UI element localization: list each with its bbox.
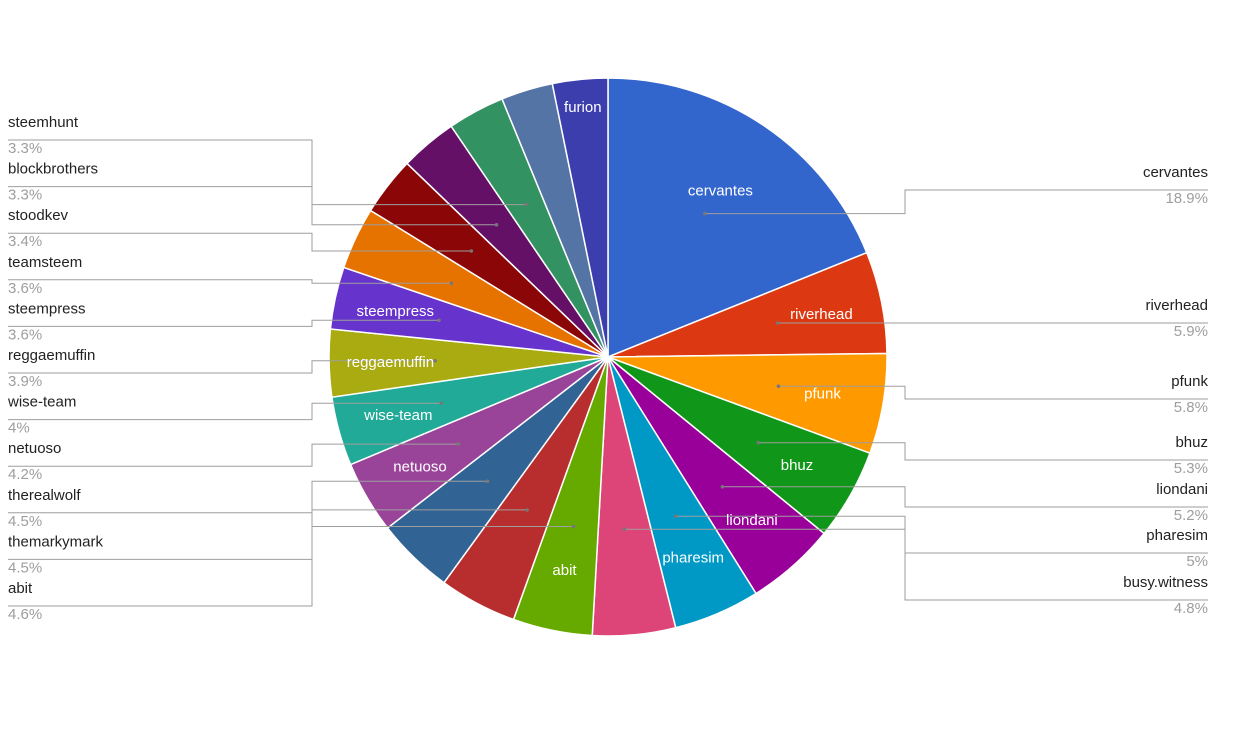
leader-line-steemhunt bbox=[8, 139, 527, 206]
leader-dot-busy-witness bbox=[622, 527, 627, 531]
legend-percent-therealwolf: 4.5% bbox=[8, 513, 42, 530]
leader-dot-riverhead bbox=[775, 321, 780, 325]
leader-dot-therealwolf bbox=[485, 479, 490, 484]
leader-dot-netuoso bbox=[456, 442, 461, 446]
slice-label-liondani: liondani bbox=[726, 512, 778, 529]
legend-name-teamsteem: teamsteem bbox=[8, 254, 82, 271]
slice-label-steempress: steempress bbox=[357, 303, 435, 320]
leader-line-liondani bbox=[722, 486, 1208, 508]
legend-percent-riverhead: 5.9% bbox=[1174, 323, 1208, 340]
inside-labels-layer: cervantes riverhead pfunk bhuz liondani phare… bbox=[347, 99, 853, 579]
slice-label-bhuz: bhuz bbox=[781, 457, 814, 474]
legend-name-themarkymark: themarkymark bbox=[8, 533, 104, 550]
legend-percent-cervantes: 18.9% bbox=[1165, 190, 1208, 207]
slice-label-furion: furion bbox=[564, 99, 602, 116]
legend-percent-pfunk: 5.8% bbox=[1174, 399, 1208, 416]
legend-percent-wise-team: 4% bbox=[8, 420, 30, 437]
legend-percent-pharesim: 5% bbox=[1186, 553, 1208, 570]
leader-dot-steempress bbox=[437, 318, 441, 323]
leader-dot-cervantes bbox=[703, 211, 707, 216]
legend-name-liondani: liondani bbox=[1156, 481, 1208, 498]
leader-dot-blockbrothers bbox=[494, 223, 499, 227]
leader-dot-pharesim bbox=[673, 514, 678, 518]
pie-slice-cervantes bbox=[607, 77, 868, 359]
leader-dot-reggaemuffin bbox=[433, 359, 437, 363]
legend-name-blockbrothers: blockbrothers bbox=[8, 161, 98, 178]
legend-percent-reggaemuffin: 3.9% bbox=[8, 373, 42, 390]
slice-label-wise-team: wise-team bbox=[363, 407, 432, 424]
leader-line-teamsteem bbox=[8, 279, 452, 284]
leader-line-cervantes bbox=[704, 189, 1208, 215]
legend-percent-steemhunt: 3.3% bbox=[8, 140, 42, 157]
leader-dot-steemhunt bbox=[524, 202, 528, 207]
slice-label-pharesim: pharesim bbox=[662, 549, 724, 566]
legend-percent-busy-witness: 4.8% bbox=[1174, 600, 1208, 617]
legend-percent-liondani: 5.2% bbox=[1174, 507, 1208, 524]
legend-percent-stoodkev: 3.4% bbox=[8, 233, 42, 250]
legend-name-abit: abit bbox=[8, 580, 33, 597]
leader-dot-wise-team bbox=[439, 401, 444, 406]
leader-line-therealwolf bbox=[8, 480, 488, 514]
slice-label-reggaemuffin: reggaemuffin bbox=[347, 354, 434, 371]
legend-percent-steempress: 3.6% bbox=[8, 326, 42, 343]
leaders-layer bbox=[8, 139, 1208, 607]
leader-line-blockbrothers bbox=[8, 186, 497, 226]
slices-layer bbox=[328, 77, 888, 637]
leader-dot-pfunk bbox=[776, 384, 781, 389]
leader-dot-abit bbox=[571, 524, 576, 529]
leader-dot-stoodkev bbox=[469, 249, 474, 253]
pie-slice-furion bbox=[551, 77, 609, 358]
legend-name-steemhunt: steemhunt bbox=[8, 114, 79, 131]
slice-label-netuoso: netuoso bbox=[393, 459, 446, 476]
legend-name-pharesim: pharesim bbox=[1146, 527, 1208, 544]
leader-line-pfunk bbox=[778, 385, 1208, 400]
leader-line-wise-team bbox=[8, 402, 442, 421]
legend-percent-themarkymark: 4.5% bbox=[8, 559, 42, 576]
legend-name-busy-witness: busy.witness bbox=[1123, 574, 1208, 591]
leader-line-bhuz bbox=[758, 442, 1208, 461]
legend-name-reggaemuffin: reggaemuffin bbox=[8, 347, 95, 364]
legend-name-riverhead: riverhead bbox=[1145, 297, 1208, 314]
legend-name-steempress: steempress bbox=[8, 300, 86, 317]
slice-label-cervantes: cervantes bbox=[688, 183, 753, 200]
leader-dot-themarkymark bbox=[525, 508, 529, 512]
legend-name-pfunk: pfunk bbox=[1171, 373, 1208, 390]
leader-dot-bhuz bbox=[756, 440, 761, 445]
leader-line-reggaemuffin bbox=[8, 360, 436, 374]
legend-name-netuoso: netuoso bbox=[8, 440, 61, 457]
legend-name-bhuz: bhuz bbox=[1175, 434, 1208, 451]
leader-line-abit bbox=[8, 526, 574, 607]
slice-label-riverhead: riverhead bbox=[790, 306, 853, 323]
legend-percent-blockbrothers: 3.3% bbox=[8, 187, 42, 204]
leader-line-steempress bbox=[8, 319, 439, 327]
legend-name-cervantes: cervantes bbox=[1143, 164, 1208, 181]
leader-line-stoodkev bbox=[8, 232, 472, 252]
legend-percent-abit: 4.6% bbox=[8, 606, 42, 623]
legend-layer: steemhunt 3.3% blockbrothers 3.3% stoodkev 3.… bbox=[7, 114, 1208, 623]
legend-name-wise-team: wise-team bbox=[7, 394, 76, 411]
legend-percent-bhuz: 5.3% bbox=[1174, 460, 1208, 477]
legend-name-stoodkev: stoodkev bbox=[8, 207, 69, 224]
leader-line-netuoso bbox=[8, 443, 459, 467]
slice-label-pfunk: pfunk bbox=[804, 386, 841, 403]
legend-name-therealwolf: therealwolf bbox=[8, 487, 81, 504]
legend-percent-teamsteem: 3.6% bbox=[8, 280, 42, 297]
leader-line-busy-witness bbox=[624, 528, 1208, 601]
legend-percent-netuoso: 4.2% bbox=[8, 466, 42, 483]
leader-dot-liondani bbox=[720, 485, 725, 489]
slice-label-abit: abit bbox=[552, 562, 577, 579]
leader-dot-teamsteem bbox=[449, 281, 454, 286]
